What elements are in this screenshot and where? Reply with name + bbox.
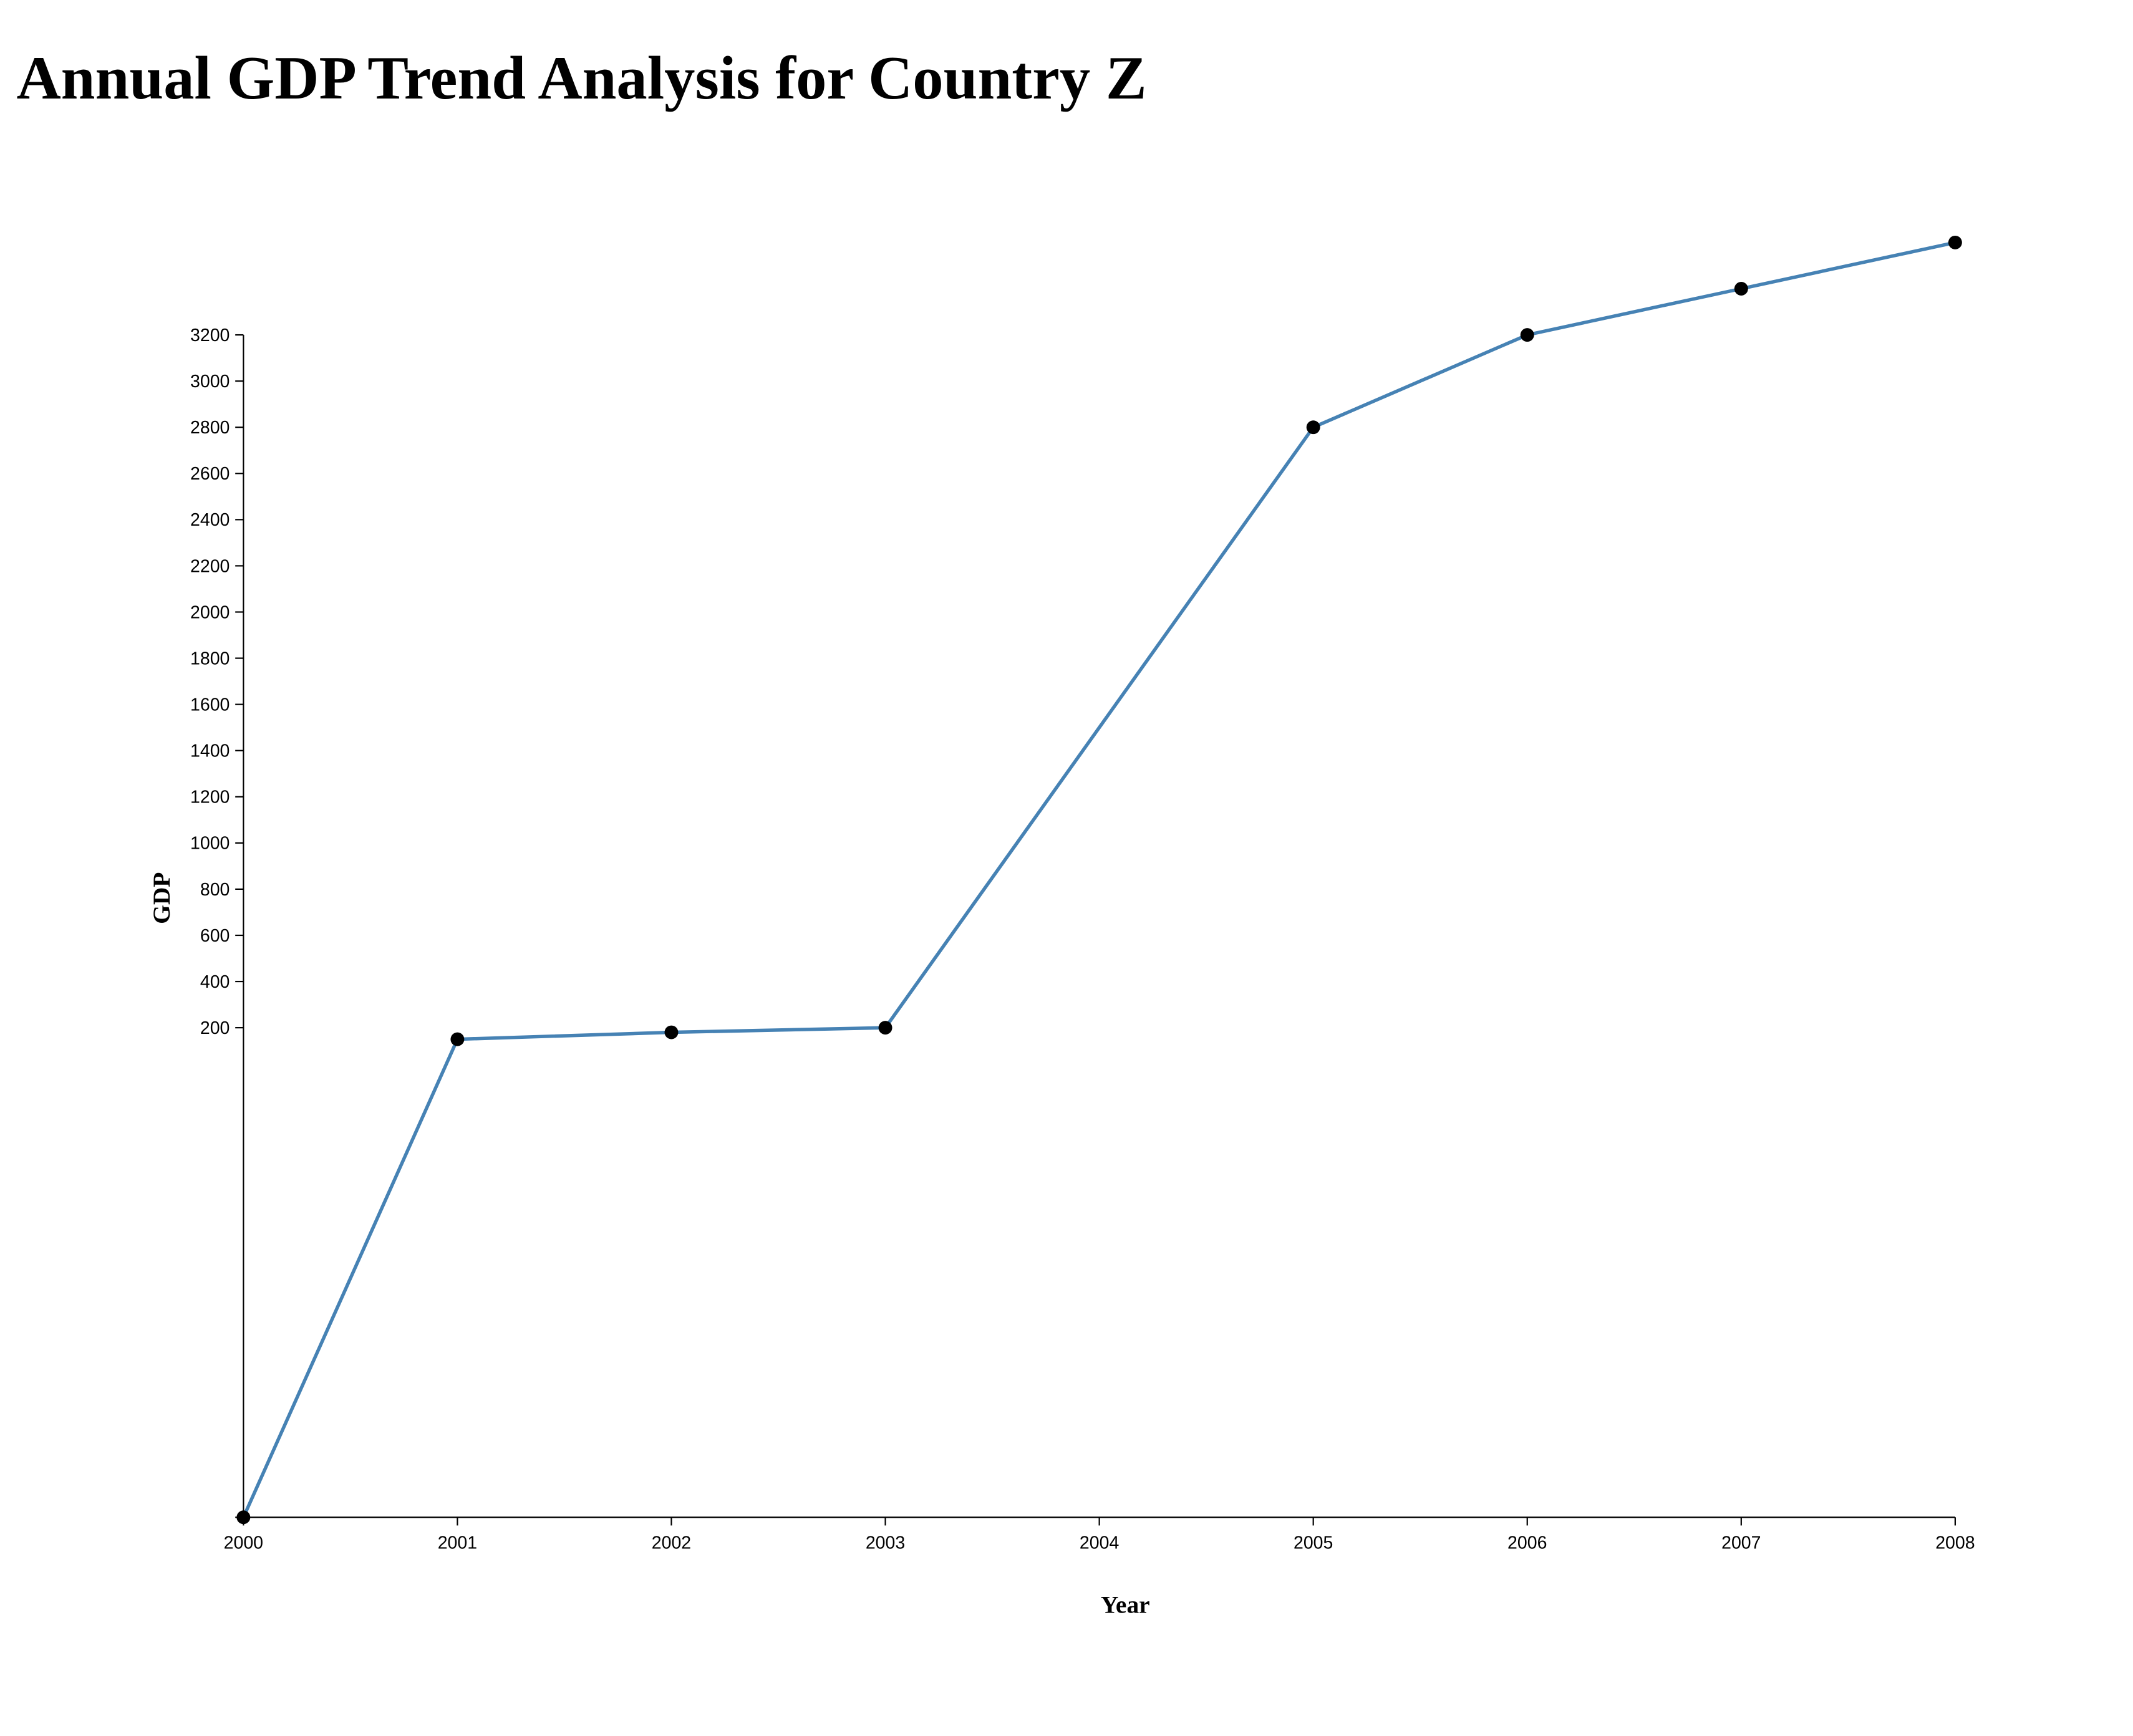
data-point [664,1025,679,1039]
y-tick-label: 600 [200,926,230,946]
x-tick-label: 2000 [224,1533,263,1553]
series-line [241,241,1956,1518]
y-tick-label: 800 [200,880,230,900]
y-tick-label: 2600 [190,464,230,484]
data-point [1520,328,1534,342]
y-tick-label: 1600 [190,695,230,715]
y-tick-label: 1200 [190,788,230,808]
x-tick-label: 2001 [438,1533,477,1553]
data-point [1306,420,1320,435]
y-tick-label: 1000 [190,834,230,854]
chart-title: Annual GDP Trend Analysis for Country Z [16,44,1146,112]
x-axis-label: Year [1101,1591,1150,1619]
data-point [450,1032,465,1046]
x-tick-label: 2007 [1721,1533,1761,1553]
x-tick-label: 2002 [652,1533,691,1553]
data-point [1948,235,1962,249]
data-point [1734,282,1748,296]
data-point [878,1021,892,1035]
x-tick-label: 2004 [1080,1533,1119,1553]
x-tick-label: 2008 [1935,1533,1975,1553]
y-tick-label: 2200 [190,556,230,576]
y-tick-label: 400 [200,972,230,992]
y-tick-label: 2000 [190,602,230,622]
x-tick-label: 2006 [1507,1533,1547,1553]
y-tick-label: 3000 [190,372,230,392]
y-tick-label: 200 [200,1018,230,1038]
y-axis-label: GDP [148,872,175,924]
data-point [236,1510,251,1525]
y-tick-label: 2800 [190,418,230,438]
y-tick-label: 2400 [190,510,230,530]
y-tick-label: 1800 [190,649,230,668]
x-tick-label: 2003 [866,1533,905,1553]
x-tick-label: 2005 [1294,1533,1333,1553]
y-tick-label: 3200 [190,326,230,345]
y-tick-label: 1400 [190,741,230,761]
